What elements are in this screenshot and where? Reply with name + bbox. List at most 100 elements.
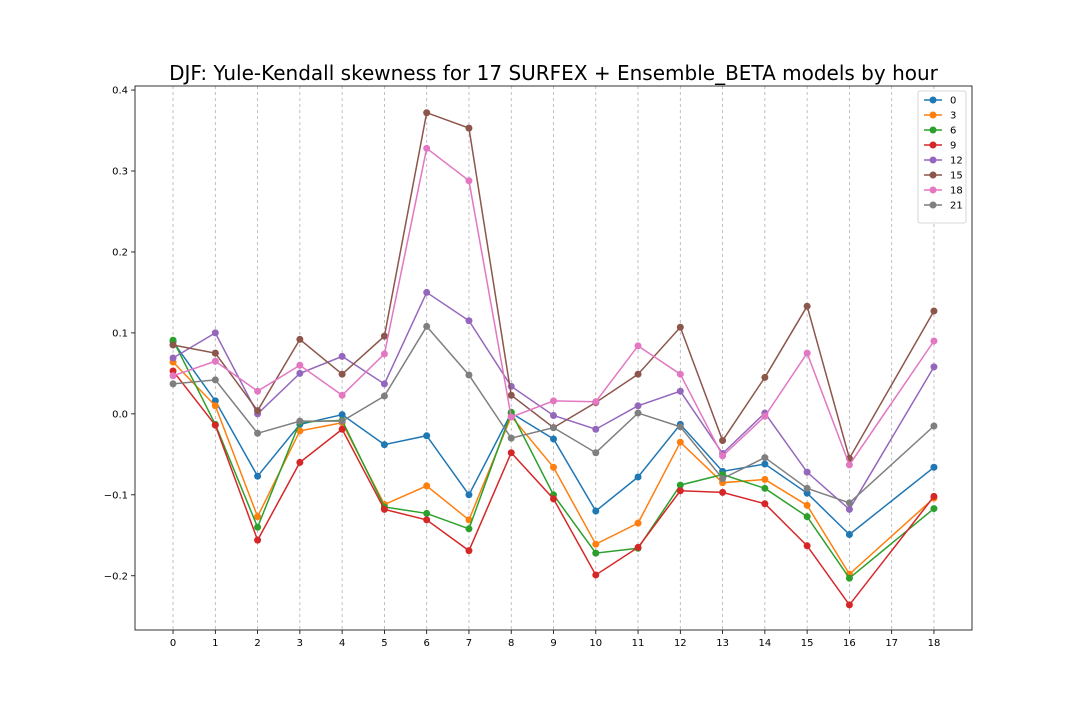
data-point — [423, 322, 431, 330]
data-point — [761, 484, 769, 492]
data-point — [803, 302, 811, 310]
x-tick-label: 4 — [339, 638, 345, 649]
x-tick-label: 5 — [381, 638, 387, 649]
data-point — [423, 432, 431, 440]
legend-item-18: 18 — [924, 186, 963, 197]
data-point — [254, 429, 262, 437]
x-tick-label: 18 — [928, 638, 941, 649]
legend-label: 15 — [950, 171, 963, 182]
x-tick-label: 3 — [297, 638, 303, 649]
series-line-0 — [172, 341, 935, 536]
legend-item-0: 0 — [924, 96, 956, 107]
data-point — [380, 505, 388, 513]
data-point — [592, 571, 600, 579]
x-tick-label: 17 — [885, 638, 898, 649]
data-point — [676, 423, 684, 431]
data-point — [719, 488, 727, 496]
chart-title: DJF: Yule-Kendall skewness for 17 SURFEX… — [169, 61, 939, 85]
x-tick-label: 9 — [550, 638, 556, 649]
data-point — [803, 484, 811, 492]
data-point — [845, 601, 853, 609]
data-point — [296, 427, 304, 435]
x-tick-label: 1 — [212, 638, 218, 649]
data-point — [338, 411, 346, 419]
data-point — [169, 380, 177, 388]
y-tick-label: 0.2 — [112, 247, 128, 258]
data-point — [592, 549, 600, 557]
data-point — [211, 421, 219, 429]
data-point — [254, 523, 262, 531]
series-18 — [169, 144, 938, 469]
data-point — [338, 352, 346, 360]
data-point — [550, 397, 557, 405]
data-point — [338, 370, 346, 378]
data-point — [338, 391, 346, 399]
data-point — [634, 402, 642, 410]
data-point — [169, 372, 177, 380]
data-point — [634, 519, 642, 527]
data-point — [803, 513, 811, 521]
data-point — [254, 513, 262, 521]
x-tick-label: 15 — [801, 638, 814, 649]
plot-frame — [134, 85, 973, 631]
data-point — [507, 434, 515, 442]
data-point — [930, 463, 938, 471]
legend-label: 9 — [950, 141, 956, 152]
data-point — [803, 501, 811, 509]
data-point — [634, 342, 642, 350]
data-point — [634, 409, 642, 417]
legend-item-6: 6 — [924, 126, 956, 137]
data-point — [930, 492, 938, 500]
x-tick-label: 14 — [758, 638, 771, 649]
data-point — [507, 449, 515, 457]
data-point — [423, 288, 431, 296]
series-line-6 — [172, 339, 935, 580]
data-point — [592, 540, 600, 548]
series-line-3 — [172, 361, 935, 576]
data-point — [592, 425, 600, 433]
data-point — [550, 411, 557, 419]
data-point — [845, 530, 853, 538]
data-point — [296, 335, 304, 343]
data-point — [380, 441, 388, 449]
data-point — [634, 543, 642, 551]
legend-swatch-marker — [929, 96, 937, 104]
data-point — [761, 412, 769, 420]
legend-item-12: 12 — [924, 156, 963, 167]
data-point — [550, 435, 557, 443]
legend-item-21: 21 — [924, 201, 963, 212]
data-point — [634, 370, 642, 378]
data-point — [507, 413, 515, 421]
data-point — [169, 341, 177, 349]
data-point — [676, 487, 684, 495]
data-point — [338, 417, 346, 425]
series-line-21 — [172, 325, 935, 504]
data-point — [592, 507, 600, 515]
data-point — [254, 472, 262, 480]
x-tick-label: 0 — [170, 638, 176, 649]
data-point — [211, 329, 219, 337]
data-point — [169, 336, 177, 344]
data-point — [550, 424, 557, 432]
data-point — [634, 473, 642, 481]
legend-item-9: 9 — [924, 141, 956, 152]
series-line-9 — [172, 370, 935, 607]
data-point — [465, 124, 473, 132]
data-point — [930, 505, 938, 513]
data-point — [423, 482, 431, 490]
data-point — [465, 491, 473, 499]
data-point — [592, 398, 600, 406]
legend-swatch-marker — [929, 126, 937, 134]
data-point — [592, 449, 600, 457]
series-21 — [169, 322, 938, 507]
data-point — [465, 317, 473, 325]
series-layer — [169, 109, 938, 609]
legend-label: 0 — [950, 96, 956, 107]
y-tick-label: 0.3 — [112, 167, 128, 178]
data-point — [296, 361, 304, 369]
legend-swatch-marker — [929, 171, 937, 179]
data-point — [930, 337, 938, 345]
data-point — [338, 425, 346, 433]
legend: 0 3 6 9 12 15 18 21 — [917, 90, 967, 224]
